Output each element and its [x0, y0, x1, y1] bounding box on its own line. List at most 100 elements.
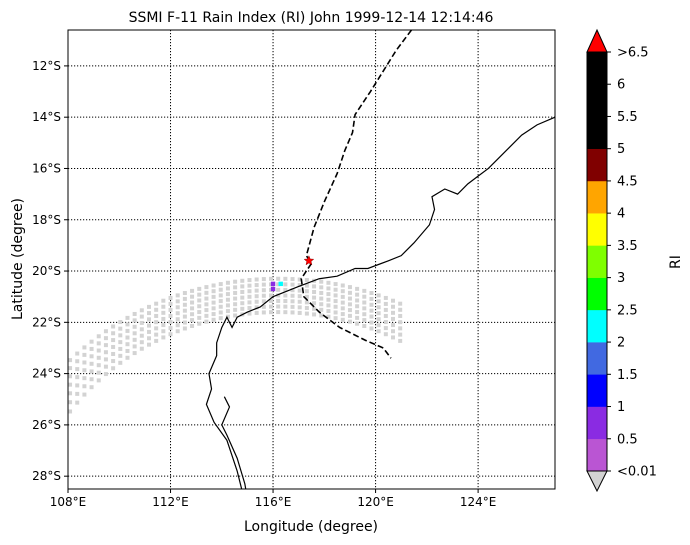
swath-pixel [190, 323, 195, 328]
swath-pixel [398, 338, 403, 343]
swath-pixel [61, 419, 65, 423]
swath-pixel [168, 307, 173, 312]
chart-title: SSMI F-11 Rain Index (RI) John 1999-12-1… [129, 10, 494, 26]
colorbar-tick-label: 6 [617, 78, 625, 93]
colorbar-tick-label: 5 [617, 142, 625, 157]
swath-pixel [276, 304, 281, 309]
swath-pixel [96, 355, 101, 360]
swath-pixel [211, 300, 216, 305]
swath-pixel [96, 378, 101, 383]
swath-pixel [319, 302, 324, 307]
swath-pixel [225, 297, 230, 302]
swath-pixel [154, 301, 159, 306]
swath-pixel [355, 286, 360, 291]
swath-pixel [355, 292, 360, 297]
swath-pixel [118, 320, 123, 325]
swath-pixel [89, 385, 94, 390]
swath-pixel [347, 296, 352, 301]
colorbar-segment [587, 309, 607, 343]
swath-pixel [369, 326, 374, 331]
y-tick-label: 18°S [32, 213, 61, 227]
swath-pixel [139, 314, 144, 319]
swath-pixel [391, 310, 396, 315]
swath-pixel [276, 298, 281, 303]
swath-pixel [168, 332, 173, 337]
swath-pixel [347, 308, 352, 313]
swath-pixel [398, 301, 403, 306]
swath-pixel [283, 299, 288, 304]
swath-pixel [225, 286, 230, 291]
swath-pixel [125, 355, 130, 360]
swath-pixel [96, 363, 101, 368]
swath-pixel [269, 293, 274, 298]
swath-pixel [218, 287, 223, 292]
swath-pixel [333, 282, 338, 287]
swath-pixel [376, 323, 381, 328]
gridlines [68, 30, 555, 489]
swath-pixel [182, 296, 187, 301]
swath-pixel [340, 289, 345, 294]
swath-pixel [254, 310, 259, 315]
swath-pixel [146, 342, 151, 347]
swath-pixel [319, 279, 324, 284]
swath-pixel [118, 353, 123, 358]
swath-pixel [75, 375, 80, 380]
swath-pixel [283, 276, 288, 281]
swath-pixel [398, 313, 403, 318]
colorbar-segment [587, 342, 607, 375]
rain-pixel [278, 281, 283, 287]
y-tick-label: 12°S [32, 59, 61, 73]
swath-pixel [340, 300, 345, 305]
colorbar-tick-label: 2.5 [617, 303, 638, 318]
swath-pixel [89, 346, 94, 351]
y-tick-label: 16°S [32, 161, 61, 175]
y-axis-label: Latitude (degree) [10, 198, 26, 320]
swath-pixel [283, 310, 288, 315]
swath-pixel [175, 323, 180, 328]
swath-pixel [369, 320, 374, 325]
swath-pixel [276, 287, 281, 292]
swath-pixel [290, 299, 295, 304]
swath-pixel [225, 314, 230, 319]
swath-pixel [269, 304, 274, 309]
swath-pixel [154, 320, 159, 325]
swath-pixel [347, 313, 352, 318]
swath-pixel [89, 369, 94, 374]
swath-pixel [204, 285, 209, 290]
colorbar-tick-label: 2 [617, 336, 625, 351]
swath-pixel [154, 313, 159, 318]
swath-pixel [190, 300, 195, 305]
swath-pixel [355, 304, 360, 309]
swath-pixel [261, 293, 266, 298]
swath-pixel [139, 333, 144, 338]
colorbar-segment [587, 148, 607, 182]
swath-pixel [218, 316, 223, 321]
swath-pixel [376, 311, 381, 316]
swath-pixel [168, 295, 173, 300]
swath-pixel [233, 290, 238, 295]
swath-pixel [168, 313, 173, 318]
swath-pixel [319, 290, 324, 295]
rain-points [270, 281, 283, 292]
swath-pixel [240, 284, 245, 289]
swath-pixel [89, 361, 94, 366]
swath-pixel [297, 294, 302, 299]
swath-pixel [197, 310, 202, 315]
swath-pixel [218, 310, 223, 315]
y-tick-label: 24°S [32, 367, 61, 381]
swath-pixel [383, 313, 388, 318]
swath-pixel [211, 317, 216, 322]
swath-pixel [276, 293, 281, 298]
swath-pixel [211, 312, 216, 317]
swath-pixel [146, 329, 151, 334]
swath-pixel [304, 289, 309, 294]
swath-pixel [125, 328, 130, 333]
swath-pixel [369, 302, 374, 307]
swath-pixel [290, 282, 295, 287]
swath-pixel [233, 296, 238, 301]
colorbar-over-arrow [586, 28, 608, 53]
swath-pixel [182, 320, 187, 325]
swath-pixel [247, 294, 252, 299]
swath-pixel [347, 285, 352, 290]
swath-pixel [333, 310, 338, 315]
